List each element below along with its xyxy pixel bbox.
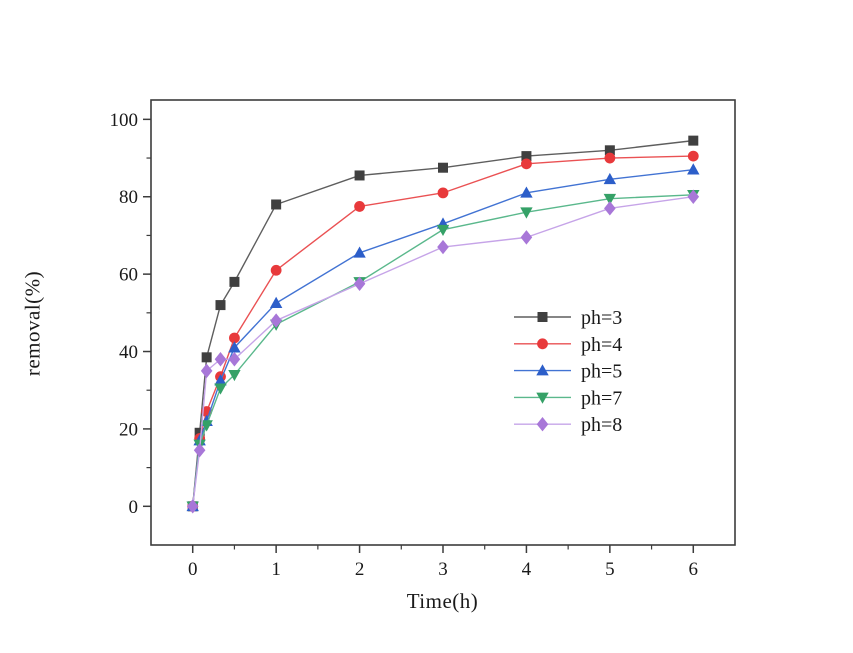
x-tick-label: 1 [271,559,281,580]
data-point-marker-ph8 [270,313,282,328]
data-point-marker-ph5 [603,172,617,185]
data-point-marker-ph8 [520,230,533,245]
legend-marker-ph3 [537,312,548,322]
data-point-marker-ph4 [354,201,365,212]
data-point-marker-ph3 [201,352,212,363]
legend-item-ph4: ph=4 [514,334,622,356]
data-point-marker-ph8 [228,352,241,367]
legend-item-ph7: ph=7 [514,387,622,409]
x-tick-label: 4 [522,559,532,580]
y-tick-label: 100 [110,110,139,131]
data-point-marker-ph8 [214,352,227,367]
x-tick-label: 2 [355,559,365,580]
data-point-marker-ph7 [200,420,213,432]
data-point-marker-ph8 [353,276,366,292]
data-point-marker-ph5 [228,341,241,353]
data-point-marker-ph4 [687,150,699,162]
data-point-marker-ph7 [228,369,241,382]
data-point-marker-ph8 [193,442,206,458]
data-point-marker-ph3 [271,199,282,210]
x-tick-label: 5 [605,559,615,580]
y-axis-title: removal(%) [20,270,45,377]
data-point-marker-ph3 [521,151,532,162]
y-tick-label: 20 [119,419,138,440]
data-point-marker-ph3 [215,300,226,311]
legend-label: ph=4 [581,334,622,356]
y-tick-label: 0 [129,497,139,518]
data-point-marker-ph5 [687,163,700,175]
data-point-marker-ph8 [604,201,616,216]
legend-marker-ph5 [536,364,549,376]
legend-label: ph=5 [581,361,622,383]
legend-marker-ph4 [537,338,548,350]
data-point-marker-ph4 [521,158,532,170]
x-tick-label: 6 [689,559,699,580]
y-tick-label: 60 [119,265,138,286]
legend-item-ph8: ph=8 [514,414,622,436]
legend-marker-ph8 [536,417,549,432]
data-point-marker-ph5 [353,246,366,258]
data-point-marker-ph8 [687,189,700,204]
data-point-marker-ph7 [214,383,227,395]
data-point-marker-ph4 [270,264,282,276]
data-point-marker-ph7 [436,224,450,237]
y-tick-label: 80 [119,187,138,208]
data-point-marker-ph8 [437,239,449,255]
x-tick-label: 3 [438,559,448,580]
legend-item-ph3: ph=3 [514,307,622,329]
data-point-marker-ph3 [194,427,205,438]
data-point-marker-ph3 [688,135,699,146]
data-point-marker-ph7 [603,193,617,206]
data-point-marker-ph7 [520,207,533,219]
data-point-marker-ph5 [520,186,533,198]
data-point-marker-ph3 [604,145,615,156]
data-point-marker-ph3 [229,276,240,287]
data-point-marker-ph3 [438,162,448,173]
y-tick-label: 40 [119,342,138,363]
series-line-ph4 [192,155,694,507]
data-point-marker-ph3 [354,170,365,181]
data-point-marker-ph8 [186,499,199,514]
legend-label: ph=7 [581,387,622,409]
legend-item-ph5: ph=5 [514,361,622,383]
data-point-marker-ph4 [229,332,240,344]
data-point-marker-ph8 [200,363,213,379]
legend-label: ph=3 [581,307,622,329]
data-point-marker-ph5 [269,296,283,308]
x-axis-title: Time(h) [406,589,479,613]
legend-marker-ph7 [536,392,549,404]
data-point-marker-ph4 [604,152,616,164]
x-tick-label: 0 [188,559,198,580]
legend-label: ph=8 [581,414,622,436]
data-point-marker-ph4 [437,187,449,199]
data-point-marker-ph5 [214,374,227,386]
